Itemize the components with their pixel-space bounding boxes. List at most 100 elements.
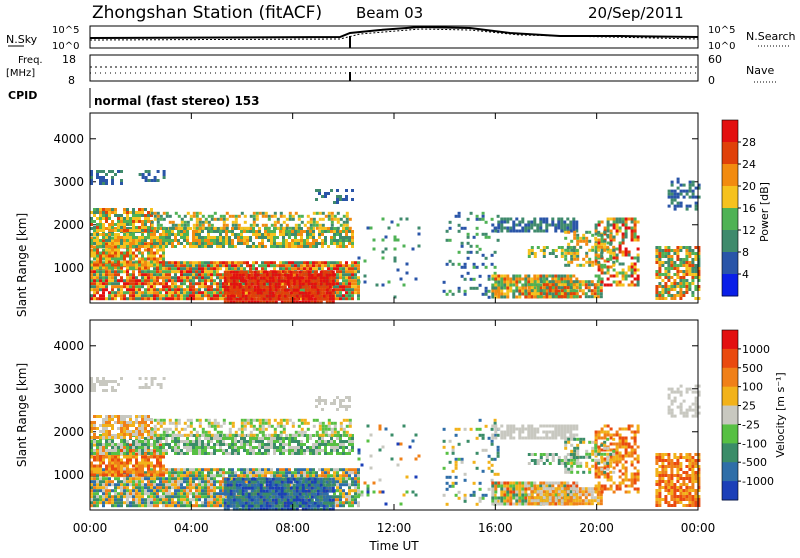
data-cell (545, 224, 548, 227)
data-cell (210, 498, 213, 501)
data-cell (111, 226, 114, 229)
data-cell (339, 474, 342, 477)
data-cell (318, 264, 321, 267)
data-cell (168, 483, 171, 486)
data-cell (126, 223, 129, 226)
data-cell (479, 275, 482, 278)
data-cell (120, 504, 123, 507)
data-cell (93, 489, 96, 492)
data-cell (114, 486, 117, 489)
data-cell (622, 278, 625, 281)
data-cell (159, 242, 162, 245)
data-cell (670, 282, 673, 285)
data-cell (296, 280, 299, 283)
data-cell (512, 284, 515, 287)
data-cell (342, 267, 345, 270)
data-cell (141, 270, 144, 273)
data-cell (342, 239, 345, 242)
data-cell (233, 481, 236, 484)
data-cell (364, 260, 367, 263)
data-cell (210, 471, 213, 474)
data-cell (193, 212, 196, 215)
data-cell (287, 295, 290, 298)
data-cell (485, 287, 488, 290)
data-cell (195, 236, 198, 239)
data-cell (297, 230, 300, 233)
data-cell (126, 242, 129, 245)
data-cell (180, 291, 183, 294)
data-cell (312, 261, 315, 264)
data-cell (595, 275, 598, 278)
data-cell (637, 275, 640, 278)
data-cell (141, 236, 144, 239)
data-cell (312, 471, 315, 474)
data-cell (340, 218, 343, 221)
data-cell (264, 264, 267, 267)
data-cell (138, 258, 141, 261)
data-cell (622, 239, 625, 242)
data-cell (585, 237, 588, 240)
data-cell (567, 264, 570, 267)
data-cell (315, 471, 318, 474)
data-cell (135, 279, 138, 282)
data-cell (252, 245, 255, 248)
data-cell (225, 236, 228, 239)
data-cell (595, 284, 598, 287)
data-cell (284, 274, 287, 277)
data-cell (597, 286, 600, 289)
data-cell (165, 261, 168, 264)
data-cell (195, 264, 198, 267)
data-cell (554, 230, 557, 233)
data-cell (506, 230, 509, 233)
data-cell (192, 273, 195, 276)
data-cell (266, 271, 269, 274)
data-cell (600, 252, 603, 255)
data-cell (141, 282, 144, 285)
data-cell (216, 501, 219, 504)
data-cell (214, 227, 217, 230)
data-cell (531, 246, 534, 249)
data-cell (120, 245, 123, 248)
data-cell (120, 291, 123, 294)
data-cell (150, 239, 153, 242)
data-cell (126, 233, 129, 236)
data-cell (546, 283, 549, 286)
data-cell (168, 273, 171, 276)
data-cell (294, 233, 297, 236)
data-cell (248, 484, 251, 487)
data-cell (311, 295, 314, 298)
data-cell (192, 264, 195, 267)
data-cell (150, 236, 153, 239)
data-cell (135, 288, 138, 291)
data-cell (302, 295, 305, 298)
data-cell (612, 252, 615, 255)
data-cell (157, 179, 160, 182)
data-cell (99, 245, 102, 248)
data-cell (631, 272, 634, 275)
data-cell (622, 251, 625, 254)
data-cell (99, 294, 102, 297)
data-cell (327, 245, 330, 248)
data-cell (382, 284, 385, 287)
data-cell (246, 471, 249, 474)
data-cell (542, 275, 545, 278)
data-cell (326, 271, 329, 274)
data-cell (180, 492, 183, 495)
data-cell (168, 492, 171, 495)
data-cell (443, 281, 446, 284)
data-cell (282, 236, 285, 239)
data-cell (600, 246, 603, 249)
data-cell (195, 291, 198, 294)
cpid-panel: CPID normal (fast stereo) 153 (8, 88, 260, 108)
data-cell (572, 275, 575, 278)
data-cell (288, 236, 291, 239)
data-cell (126, 279, 129, 282)
data-cell (120, 264, 123, 267)
data-cell (105, 252, 108, 255)
data-cell (506, 281, 509, 284)
data-cell (233, 484, 236, 487)
data-cell (147, 279, 150, 282)
data-cell (234, 236, 237, 239)
data-cell (339, 233, 342, 236)
data-cell (339, 285, 342, 288)
